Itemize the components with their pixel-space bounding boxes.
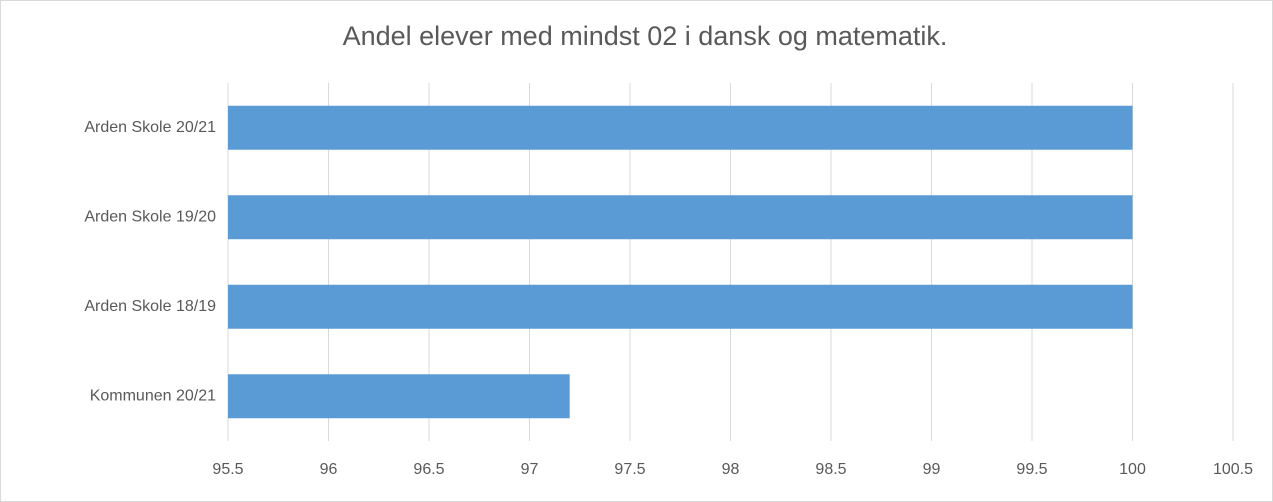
- bar: [228, 195, 1133, 240]
- y-tick-label: Kommunen 20/21: [90, 387, 216, 404]
- bar: [228, 284, 1133, 329]
- x-tick-label: 96: [320, 461, 338, 478]
- x-tick-label: 99: [923, 461, 941, 478]
- x-tick-label: 100.5: [1213, 461, 1253, 478]
- x-tick-label: 98.5: [815, 461, 846, 478]
- y-tick-label: Arden Skole 20/21: [84, 119, 216, 136]
- x-tick-label: 95.5: [212, 461, 243, 478]
- bar: [228, 105, 1133, 150]
- y-tick-label: Arden Skole 18/19: [84, 298, 216, 315]
- y-tick-label: Arden Skole 19/20: [84, 208, 216, 225]
- x-tick-label: 100: [1119, 461, 1146, 478]
- x-tick-label: 98: [722, 461, 740, 478]
- chart-title: Andel elever med mindst 02 i dansk og ma…: [343, 21, 948, 51]
- x-tick-label: 97.5: [614, 461, 645, 478]
- x-tick-label: 99.5: [1016, 461, 1047, 478]
- bar: [228, 374, 570, 419]
- x-tick-label: 97: [521, 461, 539, 478]
- x-tick-label: 96.5: [413, 461, 444, 478]
